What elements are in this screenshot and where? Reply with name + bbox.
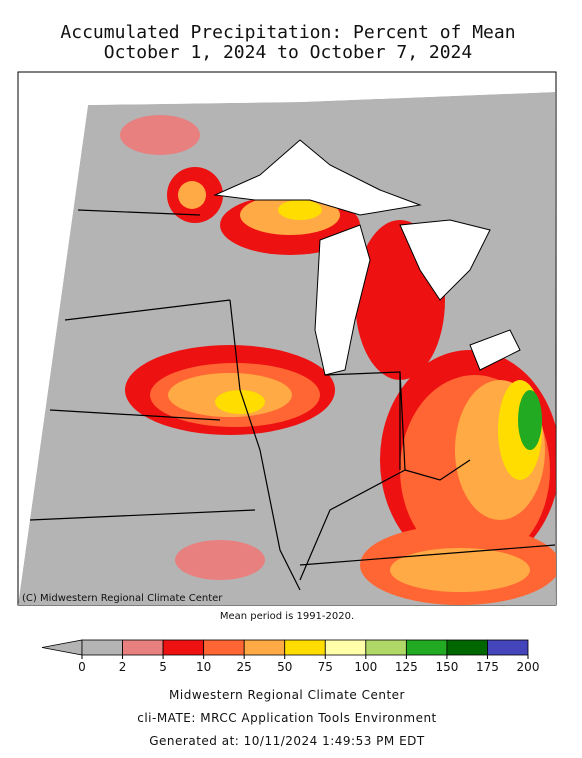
tick-label: 0	[78, 660, 86, 674]
tick-label: 5	[159, 660, 167, 674]
tick-label: 125	[395, 660, 418, 674]
tick-label: 10	[196, 660, 211, 674]
legend-bin	[487, 639, 529, 656]
map	[18, 92, 556, 605]
tick-label: 100	[354, 660, 377, 674]
under-arrow	[41, 639, 83, 656]
tick-label: 2	[119, 660, 127, 674]
tick-label: 150	[435, 660, 458, 674]
footer-line: cli-MATE: MRCC Application Tools Environ…	[137, 711, 437, 725]
tick-label: 200	[517, 660, 540, 674]
footer-line: Generated at: 10/11/2024 1:49:53 PM EDT	[149, 734, 425, 748]
credit: (C) Midwestern Regional Climate Center	[22, 593, 223, 604]
title-line: Accumulated Precipitation: Percent of Me…	[60, 22, 515, 43]
title-line: October 1, 2024 to October 7, 2024	[104, 42, 472, 63]
legend-bin	[203, 639, 245, 656]
tick-label: 50	[277, 660, 292, 674]
legend-bin	[122, 639, 164, 656]
footer-line: Midwestern Regional Climate Center	[169, 688, 405, 702]
tick-label: 75	[318, 660, 333, 674]
legend-bin	[365, 639, 407, 656]
legend-bin	[81, 639, 123, 656]
borders	[29, 209, 556, 591]
tick-label: 175	[476, 660, 499, 674]
legend-bin	[162, 639, 205, 656]
legend-bin	[243, 639, 286, 656]
legend-bin	[324, 639, 367, 656]
legend-bin	[446, 639, 488, 656]
legend: 0 2 5 10 25 50 75 100 125 150 175 200	[41, 639, 540, 674]
legend-bin	[284, 639, 326, 656]
tick-label: 25	[237, 660, 252, 674]
lakes	[213, 139, 521, 376]
mean-period: Mean period is 1991-2020.	[220, 611, 354, 622]
legend-bin	[405, 639, 448, 656]
